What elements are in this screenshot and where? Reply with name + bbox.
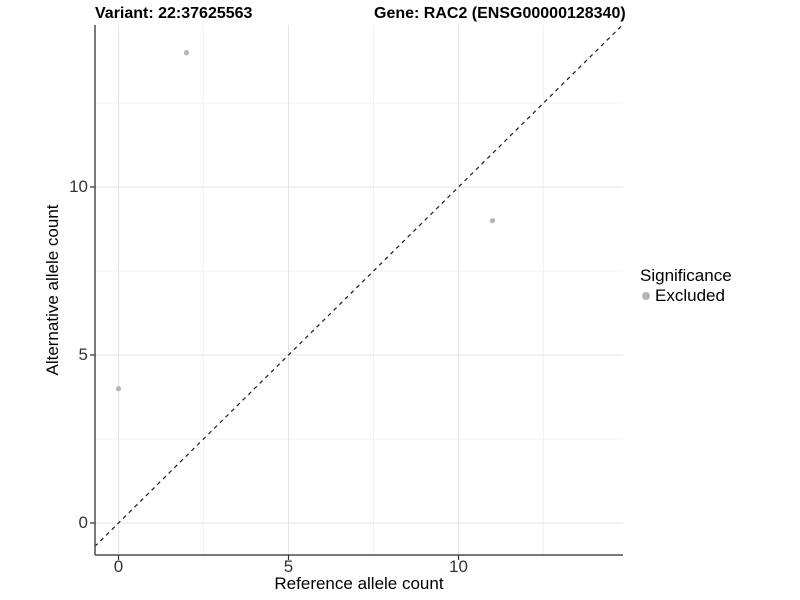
x-axis-title: Reference allele count (274, 574, 444, 593)
x-tick-label: 10 (449, 557, 468, 576)
x-tick-label: 5 (283, 557, 294, 576)
data-point (183, 50, 190, 56)
identity-reference-line (94, 25, 623, 547)
data-point (115, 386, 122, 392)
y-tick-label: 5 (78, 345, 88, 364)
gene-title: Gene: RAC2 (ENSG00000128340) (374, 5, 626, 22)
y-axis-title: Alternative allele count (43, 204, 62, 376)
data-point (489, 218, 496, 224)
plot-panel (90, 25, 623, 560)
y-tick-label: 0 (78, 513, 88, 532)
y-tick-label: 10 (69, 177, 88, 196)
variant-title: Variant: 22:37625563 (95, 5, 253, 22)
legend-item-excluded: Excluded (640, 286, 732, 306)
legend-item-label: Excluded (655, 286, 725, 305)
legend-title: Significance (640, 266, 732, 285)
excluded-point-icon (642, 292, 650, 300)
legend: Significance Excluded (640, 266, 732, 306)
x-tick-label: 0 (113, 557, 124, 576)
